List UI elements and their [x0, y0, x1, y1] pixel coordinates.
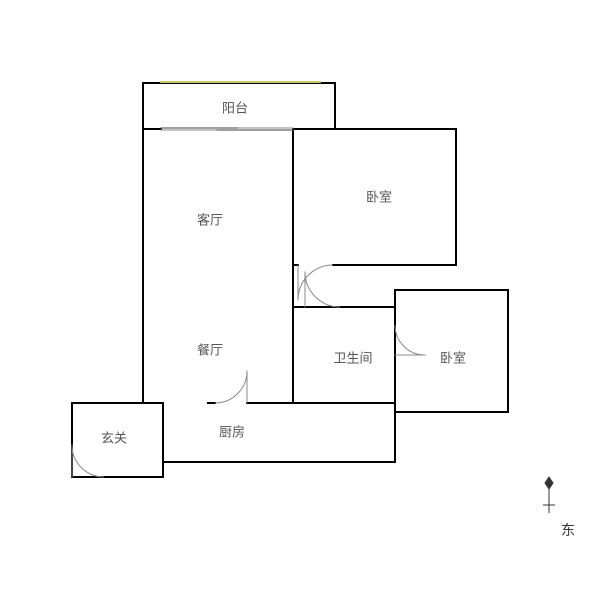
room-label-bedroom1: 卧室: [366, 187, 392, 206]
compass-direction-label: 东: [561, 520, 575, 540]
room-label-entrance: 玄关: [101, 428, 127, 447]
floorplan-svg: [0, 0, 611, 600]
room-label-living: 客厅: [197, 210, 223, 229]
room-label-kitchen: 厨房: [219, 422, 245, 441]
room-label-bathroom: 卫生间: [333, 348, 372, 367]
room-label-dining: 餐厅: [197, 340, 223, 359]
room-label-balcony: 阳台: [222, 98, 248, 117]
room-label-bedroom2: 卧室: [440, 348, 466, 367]
